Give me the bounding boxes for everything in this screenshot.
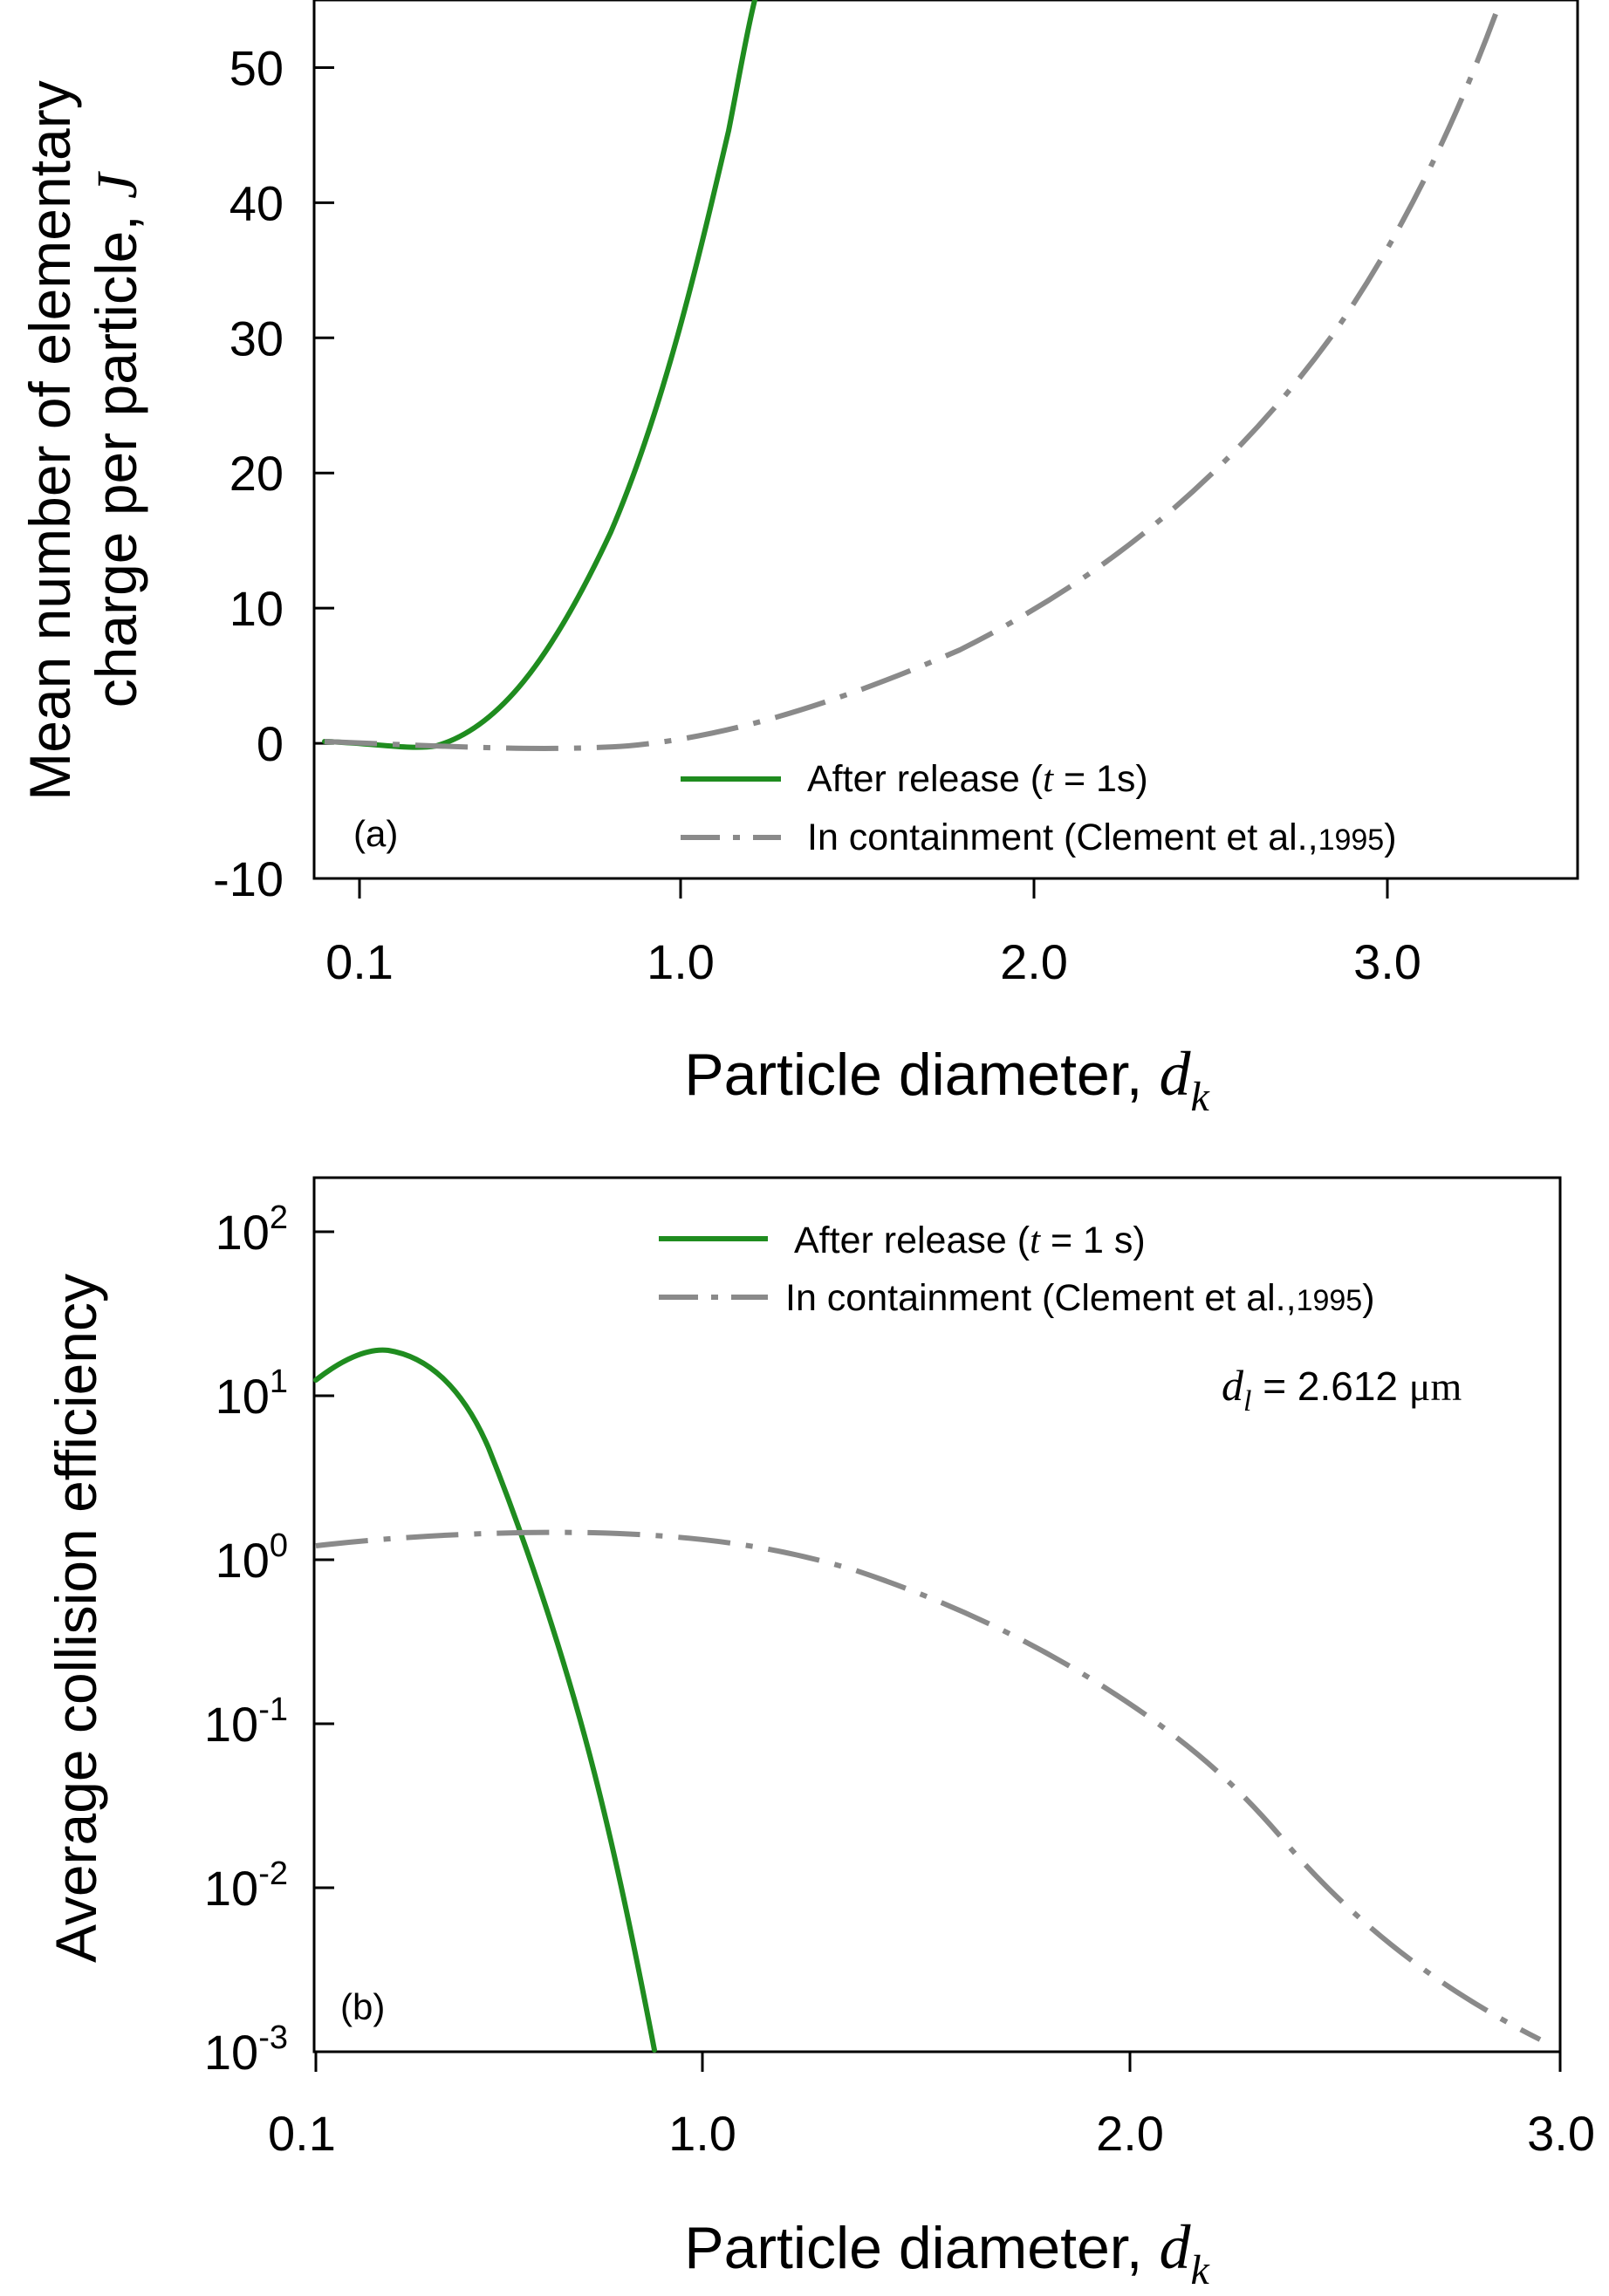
panel-a-y-tick-label: 50 <box>229 40 284 95</box>
panel-a-y-axis-title-line2: charge per particle, J <box>84 171 149 707</box>
panel-b-x-tick-label: 1.0 <box>668 2106 736 2161</box>
panel-a: -10 0 10 20 30 40 50 0.1 1.0 2.0 3.0 (a) After re… <box>17 0 1579 1120</box>
panel-a-y-tick-label: 30 <box>229 311 284 366</box>
panel-a-y-tick-label: 0 <box>257 716 284 771</box>
panel-a-plot-frame <box>312 0 1579 880</box>
panel-a-legend-label-containment: In containment (Clement et al.,1995) <box>807 817 1397 858</box>
panel-b-y-tick-label: 10-1 <box>204 1691 288 1752</box>
panel-b-series-containment-line <box>315 1529 1542 2042</box>
panel-a-y-tick-label: -10 <box>213 851 284 906</box>
panel-b-y-tick-label: 10-3 <box>204 2019 288 2080</box>
panel-a-x-tick-label: 3.0 <box>1353 934 1421 989</box>
panel-b-label: (b) <box>340 1986 385 2027</box>
panel-a-y-axis: -10 0 10 20 30 40 50 <box>213 40 334 906</box>
panel-b: 10-3 10-2 10-1 100 101 102 0.1 1.0 2.0 3.0 (b) A… <box>44 1176 1595 2293</box>
panel-a-y-tick-label: 10 <box>229 581 284 636</box>
panel-a-legend: After release (t = 1s) In containment (C… <box>681 758 1397 858</box>
panel-a-label: (a) <box>353 813 398 854</box>
panel-a-x-axis-title: Particle diameter, dk <box>684 1039 1210 1120</box>
panel-a-x-tick-label: 2.0 <box>1000 934 1068 989</box>
panel-b-annotation-dl: dl = 2.612 μm <box>1222 1361 1462 1418</box>
panel-b-plot-frame <box>312 1176 1562 2053</box>
panel-b-y-tick-label: 102 <box>216 1199 288 1260</box>
panel-a-legend-label-after-release: After release (t = 1s) <box>807 758 1148 800</box>
panel-b-y-tick-label: 100 <box>216 1527 288 1588</box>
panel-b-y-axis: 10-3 10-2 10-1 100 101 102 <box>204 1199 334 2080</box>
panel-b-series-after-release-line <box>313 1347 657 2053</box>
panel-a-y-axis-title-line1: Mean number of elementary <box>17 80 82 800</box>
panel-b-x-tick-label: 2.0 <box>1096 2106 1164 2161</box>
panel-a-y-tick-label: 40 <box>229 175 284 230</box>
panel-a-x-axis: 0.1 1.0 2.0 3.0 <box>325 878 1421 989</box>
panel-b-legend-label-after-release: After release (t = 1 s) <box>794 1220 1146 1261</box>
panel-a-series-after-release-line <box>322 0 757 750</box>
panel-a-x-tick-label: 1.0 <box>647 934 715 989</box>
panel-b-legend: After release (t = 1 s) In containment (… <box>659 1220 1375 1319</box>
panel-b-y-tick-label: 101 <box>216 1363 288 1424</box>
panel-b-x-tick-label: 0.1 <box>268 2106 336 2161</box>
panel-a-series-containment-line <box>324 0 1503 751</box>
panel-b-y-axis-title: Average collision efficiency <box>44 1274 108 1963</box>
panel-b-legend-label-containment: In containment (Clement et al.,1995) <box>785 1277 1375 1319</box>
panel-b-x-tick-label: 3.0 <box>1527 2106 1595 2161</box>
panel-a-x-tick-label: 0.1 <box>325 934 394 989</box>
panel-b-y-tick-label: 10-2 <box>204 1855 288 1916</box>
panel-b-x-axis-title: Particle diameter, dk <box>684 2212 1210 2293</box>
panel-a-y-tick-label: 20 <box>229 446 284 501</box>
panel-b-x-axis: 0.1 1.0 2.0 3.0 <box>268 2052 1595 2161</box>
